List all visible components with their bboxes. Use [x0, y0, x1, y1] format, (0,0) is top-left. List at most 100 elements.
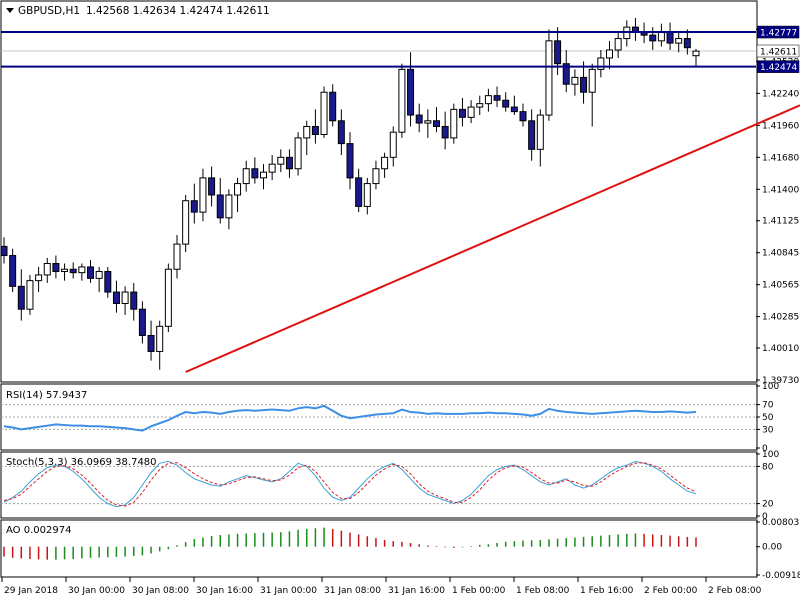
bear-candle [329, 91, 337, 122]
panel-frames [0, 0, 758, 578]
stoch-panel-frame [0, 451, 758, 519]
bull-candle [173, 243, 181, 270]
bull-candle [614, 38, 622, 51]
time-tick-label: 1 Feb 16:00 [580, 586, 634, 596]
rsi-tick-label: 50 [762, 413, 774, 423]
bull-candle [389, 131, 397, 158]
ao-group: 0.00803 0.00 -0.00918 [3, 518, 800, 581]
time-tick-label: 2 Feb 08:00 [708, 586, 762, 596]
time-tick-label: 1 Feb 08:00 [516, 586, 570, 596]
bear-candle [415, 114, 423, 124]
bull-candle [467, 106, 475, 118]
bull-candle [545, 40, 553, 116]
bull-candle [476, 103, 484, 108]
price-tick-label: 1.41125 [762, 217, 799, 227]
bear-candle [69, 268, 77, 274]
time-tick-label: 31 Jan 08:00 [324, 586, 381, 596]
stoch-tick-label: 80 [762, 462, 774, 472]
bull-candle [363, 183, 371, 207]
bear-candle [311, 125, 319, 135]
bear-candle [493, 95, 501, 101]
time-tick-label: 30 Jan 08:00 [132, 586, 189, 596]
bull-candle [199, 177, 207, 213]
bull-candle [294, 137, 302, 170]
stoch-tick-label: 20 [762, 500, 774, 510]
bear-candle [216, 194, 224, 219]
bear-candle [112, 291, 120, 304]
candles-group [0, 18, 700, 370]
price-tick-label: 1.40565 [762, 281, 799, 291]
bear-candle [138, 308, 146, 336]
bear-candle [208, 177, 216, 196]
bear-candle [562, 63, 570, 85]
rsi-label: RSI(14) 57.9437 [6, 390, 87, 401]
bear-candle [104, 271, 112, 293]
price-tick-label: 1.40845 [762, 249, 799, 259]
bull-candle [43, 263, 51, 276]
bull-candle [450, 108, 458, 139]
ao-label: AO 0.002974 [6, 525, 71, 536]
price-tag-level_low [756, 60, 800, 73]
stoch-tick-label: 0 [762, 512, 768, 522]
ohlc-label: 1.42568 1.42634 1.42474 1.42611 [86, 5, 270, 17]
price-tick-label: 1.41400 [762, 185, 799, 195]
price-tags: 1.42777 1.42611 1.42474 [756, 25, 800, 73]
time-tick-label: 2 Feb 00:00 [644, 586, 698, 596]
bull-candle [571, 76, 579, 85]
bear-candle [441, 125, 449, 139]
bull-candle [372, 168, 380, 185]
bear-candle [407, 68, 415, 116]
bear-candle [52, 263, 60, 273]
rsi-tick-label: 0 [762, 444, 768, 454]
bull-candle [164, 268, 172, 327]
ao-tick-label: 0.00 [762, 543, 782, 553]
time-tick-label: 30 Jan 16:00 [196, 586, 253, 596]
time-tick-label: 30 Jan 00:00 [68, 586, 125, 596]
bull-candle [398, 68, 406, 133]
ao-panel-frame [0, 519, 758, 578]
bear-candle [190, 200, 198, 213]
bear-candle [17, 285, 25, 310]
price-tick-label: 1.41960 [762, 121, 799, 131]
bear-candle [458, 108, 466, 118]
bear-candle [528, 120, 536, 150]
bull-candle [692, 50, 700, 57]
stoch-group: 100 80 20 0 [1, 450, 779, 522]
bear-candle [519, 111, 527, 122]
bull-candle [588, 68, 596, 93]
bull-candle [26, 280, 34, 310]
bear-candle [502, 99, 510, 108]
price-tag-current [756, 44, 800, 58]
bear-candle [683, 38, 691, 49]
price-tick-label: 1.39730 [762, 376, 799, 386]
stoch-main-line [3, 460, 697, 508]
time-tick-label: 31 Jan 00:00 [260, 586, 317, 596]
bull-candle [675, 38, 683, 44]
bear-candle [355, 177, 363, 207]
bear-candle [337, 120, 345, 145]
bear-candle [433, 120, 440, 127]
rsi-group: 100 70 50 30 0 [1, 382, 779, 454]
bull-candle [35, 274, 43, 282]
bear-candle [87, 266, 94, 279]
bear-candle [9, 255, 17, 287]
stoch-label: Stoch(5,3,3) 36.0969 38.7480 [6, 457, 157, 468]
levels-group[interactable] [1, 31, 800, 373]
price-panel-frame [0, 0, 758, 383]
dropdown-triangle-icon[interactable] [6, 8, 14, 13]
bear-candle [666, 31, 674, 44]
bull-candle [277, 156, 285, 165]
rsi-tick-label: 30 [762, 425, 774, 435]
bear-candle [554, 40, 562, 65]
bull-candle [156, 325, 164, 352]
bear-candle [0, 245, 8, 257]
ao-tick-label: -0.00918 [762, 571, 800, 581]
bear-candle [580, 76, 588, 93]
price-tick-label: 1.40010 [762, 344, 799, 354]
bull-candle [78, 266, 86, 274]
bull-candle [225, 194, 233, 219]
bull-candle [95, 271, 103, 279]
price-tag-label-level_high: 1.42777 [760, 29, 797, 39]
